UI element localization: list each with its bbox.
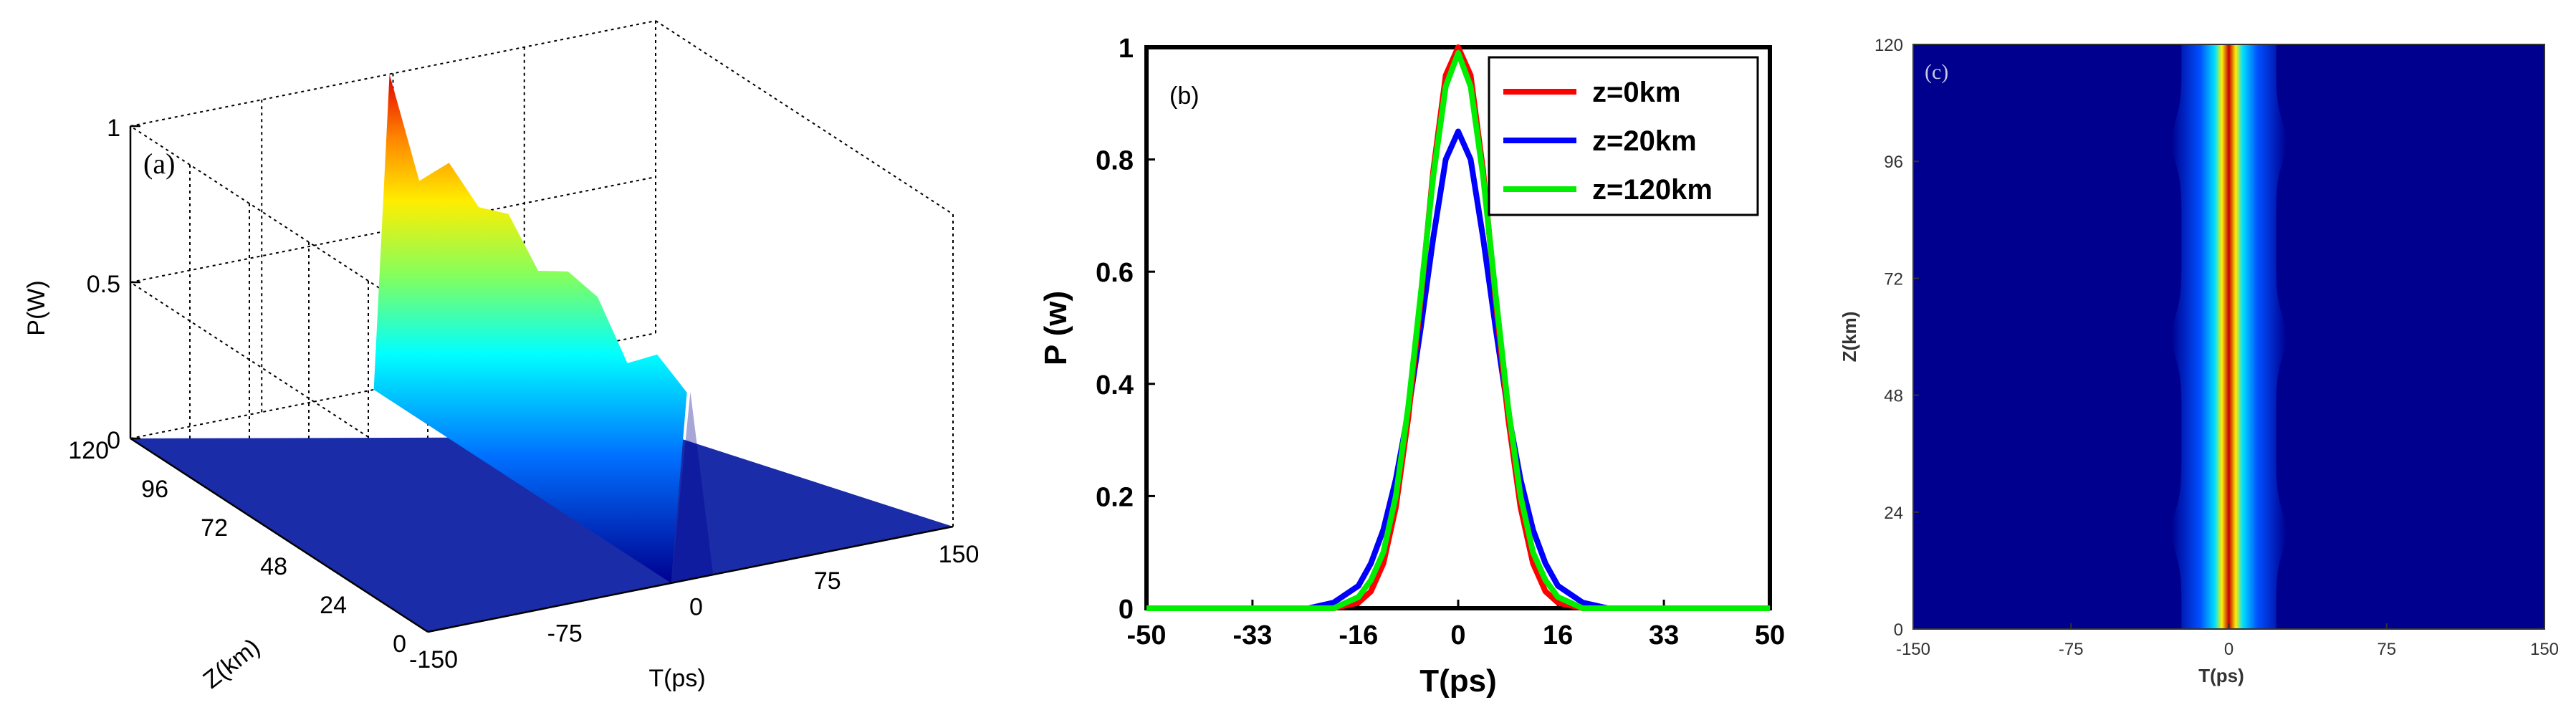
x-axis-title: T(ps): [1419, 663, 1497, 699]
y-tick-label: 0: [1119, 595, 1134, 625]
x-tick-label: 75: [2377, 640, 2396, 659]
heatmap-ticks: -150 -75 0 75 150 0 24 48 72 96 120: [1874, 36, 2559, 659]
z-tick-label: 1: [107, 115, 120, 142]
x-tick-label: 33: [1649, 620, 1679, 651]
y-tick-label: 96: [141, 476, 168, 503]
line-chart-ticks: -50 -33 -16 0 16 33 50 0 0.2 0.4 0.6 0.8 1: [1096, 34, 1785, 651]
y-tick-label: 1: [1119, 34, 1134, 64]
legend-label: z=120km: [1592, 174, 1713, 206]
x-tick-label: 16: [1543, 620, 1573, 651]
line-chart-series: [1146, 44, 1770, 611]
x-axis-line: [427, 525, 954, 633]
x-tick-label: 150: [939, 541, 980, 568]
z-axis-title: P(W): [23, 280, 50, 335]
x-tick-label: -16: [1339, 620, 1378, 651]
y-axis-title: P (w): [1038, 291, 1073, 365]
left-wall-gridline: [130, 125, 428, 320]
panel-b-line-chart: -50 -33 -16 0 16 33 50 0 0.2 0.4 0.6 0.8 1 (b) z=0km…: [1038, 34, 1785, 699]
surface-ticks: 0 0.5 1 0 24 48 72 96 120 -150 -75 0 75 150: [68, 115, 979, 673]
x-tick-label: 150: [2530, 640, 2559, 659]
y-tick-label: 24: [1884, 504, 1903, 523]
y-tick-label: 0.6: [1096, 258, 1134, 288]
y-axis-title: Z(km): [198, 633, 265, 694]
x-axis-title: T(ps): [648, 665, 705, 692]
legend-label: z=20km: [1592, 125, 1697, 157]
x-tick-label: 75: [814, 567, 841, 595]
surface-floor: [130, 437, 953, 632]
panel-b-label: (b): [1169, 82, 1200, 110]
y-tick-label: 0: [393, 630, 406, 658]
panel-c-label: (c): [1925, 60, 1948, 84]
y-tick-label: 120: [68, 437, 109, 464]
panel-a-label: (a): [143, 148, 175, 180]
pulse-surface-shading: [671, 391, 714, 583]
y-tick-label: 0.2: [1096, 482, 1134, 512]
x-tick-label: -150: [409, 646, 458, 673]
x-tick-label: -75: [2059, 640, 2084, 659]
series-line-z=120km: [1146, 49, 1770, 611]
series-line-z=20km: [1146, 128, 1770, 611]
x-tick-label: 0: [1450, 620, 1465, 651]
z-tick-label: 0.5: [87, 271, 120, 298]
x-tick-label: -75: [547, 620, 583, 647]
back-wall-gridline: [130, 20, 656, 127]
legend-label: z=0km: [1592, 77, 1680, 108]
x-tick-label: -150: [1896, 640, 1930, 659]
y-tick-label: 72: [201, 514, 228, 542]
pulse-band: [2171, 44, 2287, 629]
box-edge: [655, 20, 954, 215]
y-tick-label: 48: [1884, 387, 1903, 406]
y-tick-label: 96: [1884, 153, 1903, 172]
panel-c-heatmap: -150 -75 0 75 150 0 24 48 72 96 120 (c) T(ps) Z(km…: [1839, 36, 2559, 686]
y-tick-label: 0: [1894, 620, 1903, 640]
y-tick-label: 72: [1884, 269, 1903, 289]
x-tick-label: -50: [1127, 620, 1167, 651]
y-tick-label: 0.8: [1096, 146, 1134, 176]
y-axis-title: Z(km): [1839, 312, 1860, 363]
x-tick-label: 0: [2224, 640, 2233, 659]
y-axis-line: [130, 437, 428, 633]
x-tick-label: 50: [1755, 620, 1785, 651]
y-tick-label: 0.4: [1096, 370, 1134, 400]
y-tick-label: 120: [1874, 36, 1903, 55]
y-tick-label: 48: [260, 553, 287, 580]
legend: z=0km z=20km z=120km: [1488, 56, 1759, 216]
x-tick-label: -33: [1232, 620, 1272, 651]
series-line-z=0km: [1146, 44, 1770, 611]
x-tick-label: 0: [689, 594, 703, 621]
z-tick-label: 0: [107, 427, 120, 454]
y-tick-label: 24: [320, 592, 347, 619]
back-wall-gridline: [130, 176, 656, 283]
pulse-surface: [373, 74, 687, 583]
x-axis-title: T(ps): [2198, 665, 2244, 686]
